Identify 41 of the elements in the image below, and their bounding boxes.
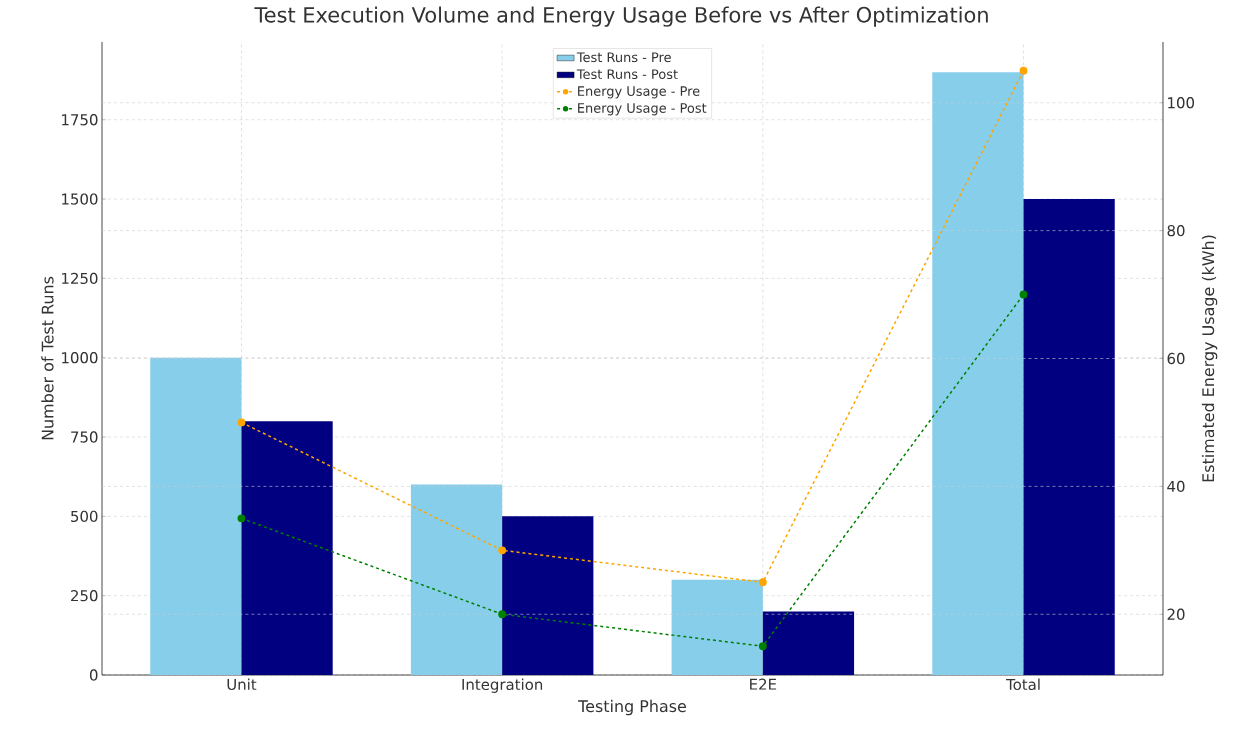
y-tick-label: 1750 bbox=[62, 114, 98, 126]
point bbox=[498, 610, 507, 619]
bar bbox=[932, 72, 1024, 675]
bar bbox=[150, 357, 242, 675]
legend-label: Energy Usage - Pre bbox=[578, 86, 700, 99]
bar bbox=[671, 579, 763, 675]
point bbox=[237, 418, 246, 427]
y-tick-label: 500 bbox=[71, 510, 98, 523]
y2-tick-label: 40 bbox=[1167, 480, 1185, 493]
legend-label: Energy Usage - Post bbox=[578, 103, 707, 116]
bar bbox=[241, 421, 333, 675]
y-tick-label: 1250 bbox=[62, 272, 98, 285]
y2-tick-label: 80 bbox=[1167, 224, 1185, 237]
bar bbox=[1023, 199, 1115, 675]
x-tick-label: Unit bbox=[227, 678, 257, 691]
y-tick-label: 1000 bbox=[62, 352, 98, 364]
point bbox=[758, 578, 767, 587]
bar bbox=[502, 516, 594, 675]
point bbox=[758, 642, 767, 651]
bar bbox=[410, 484, 503, 675]
x-tick-label: Integration bbox=[462, 678, 543, 693]
point bbox=[1019, 290, 1028, 299]
legend-label: Test Runs - Post bbox=[576, 69, 678, 80]
y2-tick-label: 20 bbox=[1167, 608, 1185, 620]
bar bbox=[762, 611, 855, 675]
y2-axis-title: Estimated Energy Usage (kWh) bbox=[1201, 235, 1218, 482]
y-tick-label: 1500 bbox=[62, 193, 98, 205]
y-tick-label: 250 bbox=[71, 590, 98, 602]
point bbox=[237, 514, 246, 523]
point bbox=[1019, 66, 1028, 75]
y2-tick-label: 100 bbox=[1168, 97, 1195, 109]
legend-label: Test Runs - Pre bbox=[576, 52, 671, 63]
x-tick-label: Total bbox=[1006, 678, 1040, 691]
y-axis-title: Number of Test Runs bbox=[41, 276, 54, 440]
x-axis-title: Testing Phase bbox=[578, 699, 686, 716]
y-tick-label: 0 bbox=[89, 669, 98, 681]
y-tick-label: 750 bbox=[71, 431, 98, 443]
y2-tick-label: 60 bbox=[1167, 352, 1185, 365]
chart-title: Test Execution Volume and Energy Usage Before vs After Optimization bbox=[254, 6, 988, 27]
point bbox=[498, 546, 507, 555]
x-tick-label: E2E bbox=[750, 678, 777, 690]
